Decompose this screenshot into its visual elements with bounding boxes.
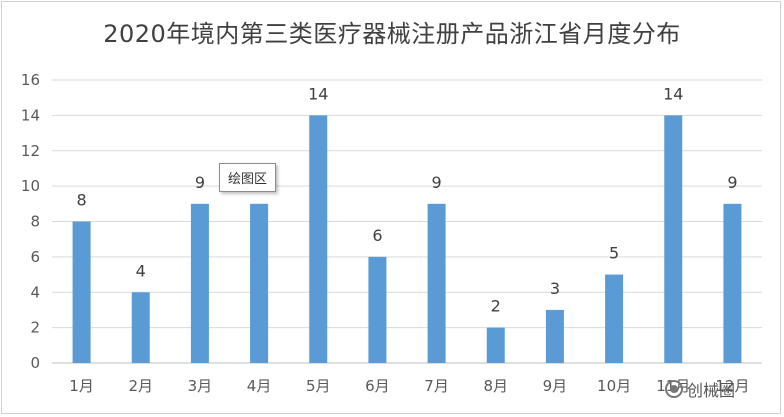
x-tick-label: 9月 — [543, 377, 568, 395]
bar — [309, 115, 328, 363]
wechat-logo-icon — [665, 380, 683, 398]
bar — [427, 203, 446, 363]
data-label: 4 — [136, 261, 146, 280]
y-tick-label: 8 — [30, 213, 40, 231]
bar — [131, 292, 150, 363]
watermark-text: 创械圈 — [687, 381, 736, 400]
bar — [723, 203, 742, 363]
data-label: 5 — [609, 244, 619, 263]
data-label: 2 — [491, 297, 501, 316]
x-tick-label: 12月 — [715, 377, 749, 395]
x-tick-label: 10月 — [597, 377, 631, 395]
bar — [545, 309, 564, 363]
plot-area-tooltip: 绘图区 — [219, 163, 277, 192]
y-tick-label: 4 — [30, 283, 40, 301]
x-tick-label: 8月 — [483, 377, 508, 395]
x-tick-label: 2月 — [128, 377, 153, 395]
data-label: 3 — [550, 279, 560, 298]
x-tick-label: 3月 — [188, 377, 213, 395]
data-label: 8 — [76, 191, 86, 210]
bar — [664, 115, 683, 363]
bar — [250, 203, 269, 363]
data-label: 9 — [195, 173, 205, 192]
y-tick-label: 10 — [21, 177, 40, 195]
y-tick-label: 12 — [21, 142, 40, 160]
x-tick-label: 5月 — [306, 377, 331, 395]
y-tick-label: 6 — [30, 248, 40, 266]
bar — [368, 256, 387, 363]
x-tick-label: 4月 — [247, 377, 272, 395]
bar — [190, 203, 209, 363]
data-label: 14 — [663, 84, 683, 103]
y-tick-label: 2 — [30, 319, 40, 337]
data-label: 14 — [308, 84, 328, 103]
y-tick-label: 14 — [21, 106, 40, 124]
y-tick-label: 0 — [30, 354, 40, 372]
data-label: 9 — [727, 173, 737, 192]
data-label: 9 — [431, 173, 441, 192]
watermark: 创械圈 — [665, 377, 735, 401]
y-tick-label: 16 — [21, 71, 40, 89]
bar — [605, 274, 624, 363]
bar — [72, 221, 91, 363]
bar — [486, 327, 505, 363]
data-label: 6 — [372, 226, 382, 245]
x-tick-label: 6月 — [365, 377, 390, 395]
chart-title: 2020年境内第三类医疗器械注册产品浙江省月度分布 — [103, 20, 681, 48]
x-tick-label: 1月 — [69, 377, 94, 395]
x-tick-label: 7月 — [424, 377, 449, 395]
